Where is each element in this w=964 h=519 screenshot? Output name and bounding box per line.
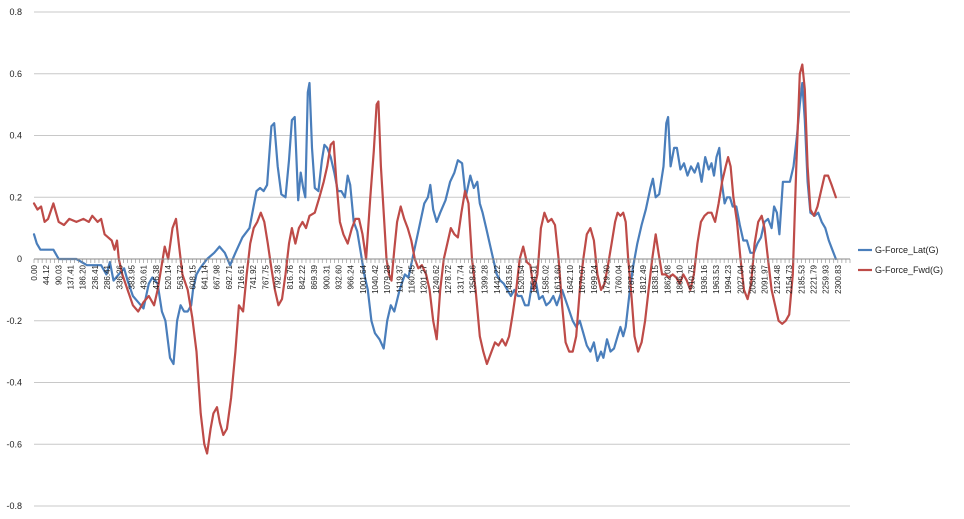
x-tick-label: 1910.75 (688, 264, 697, 293)
x-tick-label: 932.60 (334, 264, 343, 289)
y-axis-tick-labels: 0.8 0.6 0.4 0.2 0 -0.2 -0.4 -0.6 -0.8 (6, 7, 22, 511)
gridlines (34, 11, 850, 507)
x-tick-label: 1240.62 (432, 264, 441, 293)
x-tick-label: 44.12 (42, 264, 51, 285)
x-tick-label: 1760.04 (615, 264, 624, 293)
x-tick-label: 563.72 (176, 264, 185, 289)
series-line-lat (32, 81, 837, 366)
x-tick-label: 1520.54 (517, 264, 526, 293)
x-tick-label: 767.75 (261, 264, 270, 289)
x-tick-label: 430.61 (140, 264, 149, 289)
x-tick-label: 900.31 (322, 264, 331, 289)
x-tick-label: 520.14 (164, 264, 173, 289)
x-tick-label: 1670.07 (578, 264, 587, 293)
x-tick-label: 692.71 (225, 264, 234, 289)
x-tick-label: 336.26 (115, 264, 124, 289)
x-tick-label: 2221.79 (809, 264, 818, 293)
legend-label: G-Force_Lat(G) (875, 245, 939, 255)
x-tick-label: 1787.13 (627, 264, 636, 293)
x-tick-label: 2185.53 (797, 264, 806, 293)
series-line-fwd (32, 63, 837, 455)
y-tick-label: 0 (17, 254, 22, 264)
x-tick-label: 1119.37 (395, 264, 404, 292)
x-tick-label: 1278.72 (444, 264, 453, 293)
x-tick-label: 2124.48 (773, 264, 782, 293)
x-tick-label: 641.14 (201, 264, 210, 289)
x-tick-label: 1442.22 (493, 264, 502, 293)
y-tick-label: -0.6 (6, 439, 22, 449)
x-tick-label: 1079.28 (383, 264, 392, 293)
x-tick-label: 1886.10 (675, 264, 684, 293)
x-tick-label: 1613.60 (554, 264, 563, 293)
x-tick-label: 608.15 (188, 264, 197, 289)
y-tick-label: 0.8 (9, 7, 22, 17)
y-tick-label: 0.4 (9, 131, 22, 141)
x-tick-label: 137.41 (67, 264, 76, 289)
x-tick-label: 1040.42 (371, 264, 380, 293)
x-tick-label: 0.00 (30, 264, 39, 280)
legend: G-Force_Lat(G) G-Force_Fwd(G) (858, 245, 943, 275)
x-tick-label: 1201.27 (420, 264, 429, 293)
x-tick-label: 1483.56 (505, 264, 514, 293)
series-lines (32, 63, 837, 455)
x-tick-label: 1642.10 (566, 264, 575, 293)
x-tick-label: 1862.08 (663, 264, 672, 293)
x-tick-label: 716.61 (237, 264, 246, 289)
x-tick-label: 842.22 (298, 264, 307, 289)
y-tick-label: -0.8 (6, 501, 22, 511)
x-tick-label: 816.76 (286, 264, 295, 289)
x-tick-label: 2058.58 (749, 264, 758, 293)
x-tick-label: 90.03 (54, 264, 63, 285)
x-tick-label: 286.41 (103, 264, 112, 289)
x-tick-label: 1838.15 (651, 264, 660, 293)
y-tick-label: 0.6 (9, 69, 22, 79)
x-tick-label: 2154.73 (785, 264, 794, 293)
x-tick-label: 1554.31 (529, 264, 538, 293)
x-tick-label: 476.38 (152, 264, 161, 289)
x-tick-label: 1001.64 (359, 264, 368, 293)
x-tick-label: 2091.97 (761, 264, 770, 293)
x-tick-label: 2027.04 (736, 264, 745, 293)
x-tick-label: 236.41 (91, 264, 100, 289)
x-tick-label: 1994.23 (724, 264, 733, 293)
x-tick-label: 1936.16 (700, 264, 709, 293)
x-tick-label: 1399.28 (481, 264, 490, 293)
x-axis: 0.00 44.12 90.03 137.41 186.20 236.41 286.41 33… (30, 258, 851, 294)
x-tick-label: 966.24 (347, 264, 356, 289)
x-tick-label: 1317.74 (456, 264, 465, 293)
y-tick-label: -0.4 (6, 378, 22, 388)
x-tick-label: 1699.24 (590, 264, 599, 293)
x-tick-label: 1160.45 (408, 264, 417, 293)
x-tick-label: 667.98 (213, 264, 222, 289)
x-tick-label: 2300.83 (834, 264, 843, 293)
legend-label: G-Force_Fwd(G) (875, 265, 943, 275)
x-tick-label: 869.39 (310, 264, 319, 289)
x-tick-label: 741.92 (249, 264, 258, 289)
x-tick-label: 383.95 (127, 264, 136, 289)
y-tick-label: -0.2 (6, 316, 22, 326)
x-tick-label: 186.20 (79, 264, 88, 289)
y-tick-label: 0.2 (9, 192, 22, 202)
x-tick-label: 1963.53 (712, 264, 721, 293)
x-tick-label: 1585.02 (542, 264, 551, 293)
x-tick-label: 1729.30 (602, 264, 611, 293)
x-tick-label: 1358.56 (468, 264, 477, 293)
x-tick-label: 1812.49 (639, 264, 648, 293)
x-tick-label: 792.38 (274, 264, 283, 289)
x-tick-label: 2259.93 (822, 264, 831, 293)
